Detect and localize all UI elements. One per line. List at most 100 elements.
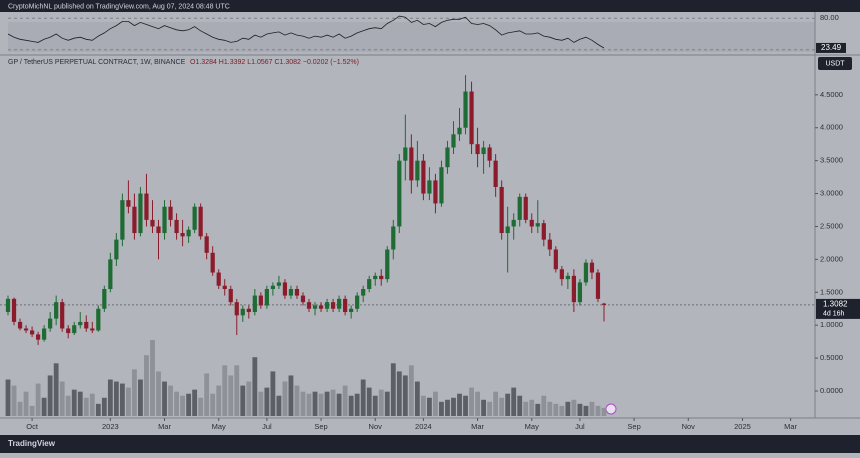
volume-bar bbox=[246, 381, 252, 416]
volume-bar bbox=[11, 385, 17, 416]
candle-body bbox=[511, 219, 516, 227]
candle-body bbox=[312, 305, 318, 309]
candle-body bbox=[499, 186, 504, 234]
volume-bar bbox=[433, 391, 438, 416]
candle-body bbox=[84, 321, 89, 329]
candle-body bbox=[132, 206, 137, 234]
x-tick-label: May bbox=[212, 422, 226, 431]
volume-bar bbox=[222, 365, 228, 416]
y-tick-label: 1.0000 bbox=[820, 320, 843, 329]
candle-body bbox=[577, 282, 583, 303]
last-price-box bbox=[816, 298, 860, 319]
x-tick-label: Sep bbox=[314, 422, 327, 431]
volume-bar bbox=[348, 395, 354, 416]
candle-body bbox=[330, 302, 336, 309]
footer-logo: TradingView bbox=[8, 439, 56, 448]
volume-bar bbox=[119, 383, 125, 416]
volume-bar bbox=[535, 403, 541, 416]
volume-bar bbox=[601, 407, 607, 416]
volume-bar bbox=[306, 393, 312, 416]
candle-body bbox=[318, 305, 324, 309]
volume-bar bbox=[288, 375, 294, 416]
volume-bar bbox=[445, 399, 450, 416]
candle-body bbox=[445, 147, 450, 168]
volume-bar bbox=[360, 379, 366, 416]
ohlc-legend: O1.3284 H1.3392 L1.0567 C1.3082 −0.0202 … bbox=[190, 59, 359, 66]
candle-body bbox=[96, 308, 101, 331]
candle-body bbox=[475, 144, 480, 155]
volume-bar bbox=[414, 381, 420, 416]
candle-body bbox=[78, 321, 83, 326]
candle-body bbox=[60, 302, 65, 329]
volume-bar bbox=[408, 365, 414, 416]
candle-body bbox=[156, 226, 161, 234]
candle-body bbox=[264, 288, 269, 306]
candle-body bbox=[150, 219, 155, 227]
candle-body bbox=[246, 308, 251, 313]
candle-body bbox=[583, 262, 589, 283]
volume-bar bbox=[505, 393, 511, 416]
volume-bar bbox=[384, 391, 390, 416]
volume-bar bbox=[493, 391, 499, 416]
volume-bar bbox=[300, 391, 306, 416]
candle-body bbox=[186, 229, 191, 237]
event-icon[interactable] bbox=[605, 403, 617, 415]
volume-bar bbox=[174, 391, 179, 416]
volume-bar bbox=[156, 371, 161, 416]
volume-bar bbox=[101, 397, 107, 416]
candle-body bbox=[210, 252, 215, 273]
volume-bar bbox=[565, 401, 571, 416]
candle-body bbox=[294, 288, 300, 296]
candle-body bbox=[553, 249, 558, 270]
candle-body bbox=[126, 200, 131, 207]
candle-body bbox=[228, 288, 233, 303]
candle-body bbox=[114, 239, 119, 260]
volume-bar bbox=[162, 381, 167, 416]
candle-body bbox=[367, 279, 372, 289]
volume-bar bbox=[107, 379, 113, 416]
candle-body bbox=[306, 302, 312, 309]
volume-bar bbox=[469, 387, 474, 416]
candle-body bbox=[385, 249, 390, 280]
volume-bar bbox=[65, 395, 71, 416]
candle-body bbox=[571, 275, 577, 303]
volume-bar bbox=[511, 387, 517, 416]
x-tick-label: May bbox=[525, 422, 539, 431]
volume-bar bbox=[126, 387, 131, 416]
x-tick-label: Jul bbox=[575, 422, 585, 431]
candle-body bbox=[391, 226, 396, 250]
candle-body bbox=[493, 160, 498, 187]
volume-bar bbox=[276, 395, 282, 416]
rsi-value-box bbox=[816, 42, 846, 53]
candle-body bbox=[144, 193, 149, 220]
volume-bar bbox=[487, 401, 493, 416]
volume-bar bbox=[354, 393, 360, 416]
volume-bar bbox=[186, 393, 192, 416]
volume-bar bbox=[481, 399, 487, 416]
volume-bar bbox=[517, 395, 523, 416]
volume-bar bbox=[95, 403, 101, 416]
volume-bar bbox=[553, 403, 559, 416]
volume-bar bbox=[427, 397, 432, 416]
candle-body bbox=[270, 285, 275, 289]
volume-bar bbox=[475, 391, 480, 416]
volume-bar bbox=[168, 385, 173, 416]
volume-bar bbox=[228, 375, 234, 416]
rsi-line bbox=[7, 15, 605, 49]
volume-bar bbox=[17, 401, 23, 416]
candle-body bbox=[252, 295, 257, 313]
volume-bar bbox=[41, 397, 47, 416]
candle-body bbox=[11, 298, 17, 322]
candle-body bbox=[457, 127, 462, 135]
volume-bar bbox=[451, 397, 456, 416]
volume-bar bbox=[541, 395, 547, 416]
candle-body bbox=[288, 288, 294, 296]
volume-bar bbox=[35, 383, 41, 416]
volume-bar bbox=[324, 391, 330, 416]
candle-body bbox=[234, 302, 239, 316]
candle-body bbox=[36, 334, 41, 340]
x-tick-label: Sep bbox=[627, 422, 640, 431]
volume-bar bbox=[330, 389, 336, 416]
volume-bar bbox=[559, 405, 565, 416]
x-tick-label: 2025 bbox=[734, 422, 751, 431]
